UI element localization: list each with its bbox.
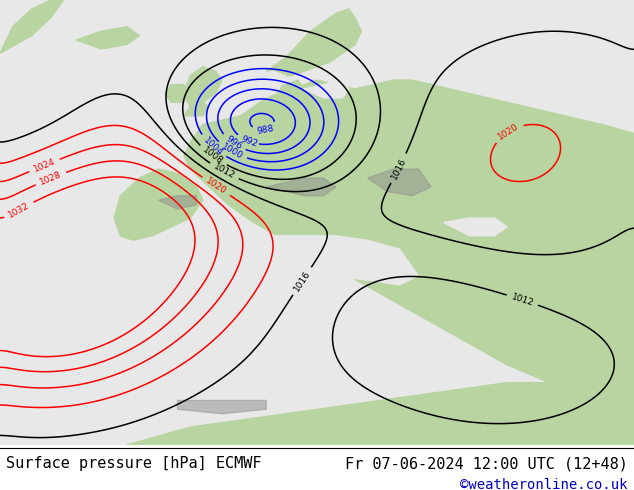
Text: 1028: 1028	[39, 170, 63, 187]
Text: 1016: 1016	[389, 156, 408, 181]
Text: 1020: 1020	[204, 176, 228, 196]
Polygon shape	[165, 85, 190, 102]
Polygon shape	[76, 26, 139, 49]
Text: 992: 992	[240, 134, 259, 149]
Text: 988: 988	[256, 124, 275, 136]
Polygon shape	[304, 80, 349, 98]
Polygon shape	[368, 169, 431, 196]
Polygon shape	[228, 71, 285, 102]
Text: 1012: 1012	[212, 162, 236, 181]
Polygon shape	[184, 102, 209, 116]
Text: Fr 07-06-2024 12:00 UTC (12+48): Fr 07-06-2024 12:00 UTC (12+48)	[345, 456, 628, 471]
Polygon shape	[273, 80, 304, 98]
Polygon shape	[178, 400, 266, 414]
Polygon shape	[127, 383, 634, 445]
Polygon shape	[0, 0, 63, 53]
Polygon shape	[444, 218, 507, 236]
Text: 1000: 1000	[220, 142, 244, 161]
Text: Surface pressure [hPa] ECMWF: Surface pressure [hPa] ECMWF	[6, 456, 262, 471]
Text: 1020: 1020	[496, 122, 521, 142]
Text: 1032: 1032	[7, 200, 31, 220]
Polygon shape	[266, 9, 361, 75]
Polygon shape	[114, 169, 203, 240]
Polygon shape	[184, 67, 222, 107]
Text: 1008: 1008	[201, 146, 225, 167]
Text: ©weatheronline.co.uk: ©weatheronline.co.uk	[460, 478, 628, 490]
Polygon shape	[0, 0, 634, 445]
Text: 1012: 1012	[510, 292, 534, 308]
Text: 996: 996	[224, 135, 243, 152]
Text: 1004: 1004	[202, 136, 224, 158]
Polygon shape	[158, 196, 197, 209]
Polygon shape	[184, 80, 634, 400]
Polygon shape	[178, 236, 418, 285]
Text: 1016: 1016	[292, 269, 312, 293]
Polygon shape	[266, 178, 336, 196]
Text: 1024: 1024	[32, 157, 56, 174]
